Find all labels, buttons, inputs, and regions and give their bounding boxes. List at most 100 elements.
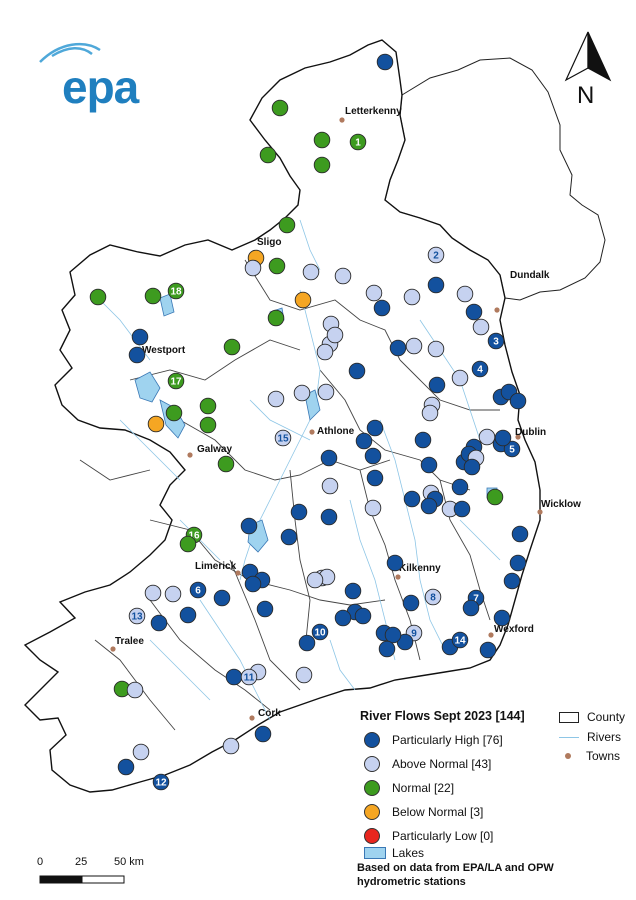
town-marker (249, 715, 255, 721)
station-marker (428, 376, 446, 394)
station-marker (405, 337, 423, 355)
legend-label: Normal [22] (392, 781, 455, 795)
station-marker (256, 600, 274, 618)
epa-logo-text: epa (62, 61, 139, 113)
station-number: 2 (433, 251, 439, 262)
station-marker (378, 640, 396, 658)
station-marker (365, 284, 383, 302)
station-marker (402, 594, 420, 612)
legend-row-normal: Normal [22] (364, 778, 454, 798)
station-marker (386, 554, 404, 572)
legend-county: County (559, 708, 625, 726)
station-marker (348, 362, 366, 380)
station-marker (259, 146, 277, 164)
station-marker (420, 497, 438, 515)
station-marker (509, 392, 527, 410)
station-marker (479, 641, 497, 659)
station-marker (223, 338, 241, 356)
station-marker (316, 343, 334, 361)
rivers-swatch (559, 736, 579, 738)
legend-row-below-normal: Below Normal [3] (364, 802, 483, 822)
station-marker (376, 53, 394, 71)
station-marker (451, 478, 469, 496)
town-marker (515, 434, 521, 440)
legend-label: Particularly High [76] (392, 733, 503, 747)
station-marker: 18 (167, 282, 185, 300)
normal-swatch (364, 780, 380, 796)
town-marker (395, 574, 401, 580)
station-marker (427, 276, 445, 294)
legend-label: Below Normal [3] (392, 805, 484, 819)
station-marker: 4 (471, 360, 489, 378)
station-marker (463, 458, 481, 476)
scale-label-0: 0 (37, 856, 44, 868)
legend-rivers: Rivers (559, 728, 621, 746)
town-label: Dundalk (510, 270, 550, 281)
legend-row-particularly-low: Particularly Low [0] (364, 826, 493, 846)
station-number: 14 (454, 636, 466, 647)
station-marker: 3 (487, 332, 505, 350)
town-label: Athlone (317, 426, 355, 437)
station-marker (355, 432, 373, 450)
station-number: 11 (244, 673, 255, 684)
town-marker (187, 452, 193, 458)
station-marker (278, 216, 296, 234)
below-normal-swatch (364, 804, 380, 820)
station-marker (164, 585, 182, 603)
station-marker (493, 609, 511, 627)
station-marker: 8 (424, 588, 442, 606)
station-marker (131, 328, 149, 346)
scale-bar (39, 875, 125, 884)
station-marker (364, 499, 382, 517)
station-marker: 2 (427, 246, 445, 264)
station-marker (373, 299, 391, 317)
station-number: 15 (277, 434, 289, 445)
station-marker (126, 681, 144, 699)
station-marker (298, 634, 316, 652)
legend-row-above-normal: Above Normal [43] (364, 754, 491, 774)
station-number: 17 (170, 377, 182, 388)
legend2-label: Rivers (587, 730, 622, 744)
station-number: 8 (430, 593, 436, 604)
scale-label-50: 50 km (114, 856, 144, 868)
station-marker (225, 668, 243, 686)
station-marker (313, 131, 331, 149)
north-label: N (577, 82, 595, 109)
station-marker (326, 326, 344, 344)
scale-label-25: 25 (75, 856, 88, 868)
town-label: Westport (142, 345, 186, 356)
station-marker (465, 303, 483, 321)
towns-swatch (565, 753, 571, 759)
station-marker (213, 589, 231, 607)
station-marker (271, 99, 289, 117)
town-label: Kilkenny (399, 563, 441, 574)
town-label: Wexford (494, 624, 534, 635)
station-marker: 12 (152, 773, 170, 791)
town-label: Sligo (257, 237, 281, 248)
station-marker (321, 477, 339, 495)
station-marker (89, 288, 107, 306)
legend-title: River Flows Sept 2023 [144] (360, 709, 525, 723)
town-marker (339, 117, 345, 123)
station-marker (334, 267, 352, 285)
legend-row-particularly-high: Particularly High [76] (364, 730, 503, 750)
station-marker (132, 743, 150, 761)
station-marker (403, 490, 421, 508)
town-label: Galway (197, 444, 232, 455)
station-marker (354, 607, 372, 625)
station-marker (453, 500, 471, 518)
station-number: 6 (195, 586, 201, 597)
station-marker (290, 503, 308, 521)
station-marker (244, 575, 262, 593)
legend2-label: County (587, 710, 626, 724)
station-marker: 6 (189, 581, 207, 599)
epa-logo-icon (39, 42, 101, 63)
station-marker (364, 447, 382, 465)
station-marker (144, 584, 162, 602)
station-marker (403, 288, 421, 306)
town-marker (494, 307, 500, 313)
station-marker (389, 339, 407, 357)
legend-label: Above Normal [43] (392, 757, 492, 771)
station-marker (240, 517, 258, 535)
